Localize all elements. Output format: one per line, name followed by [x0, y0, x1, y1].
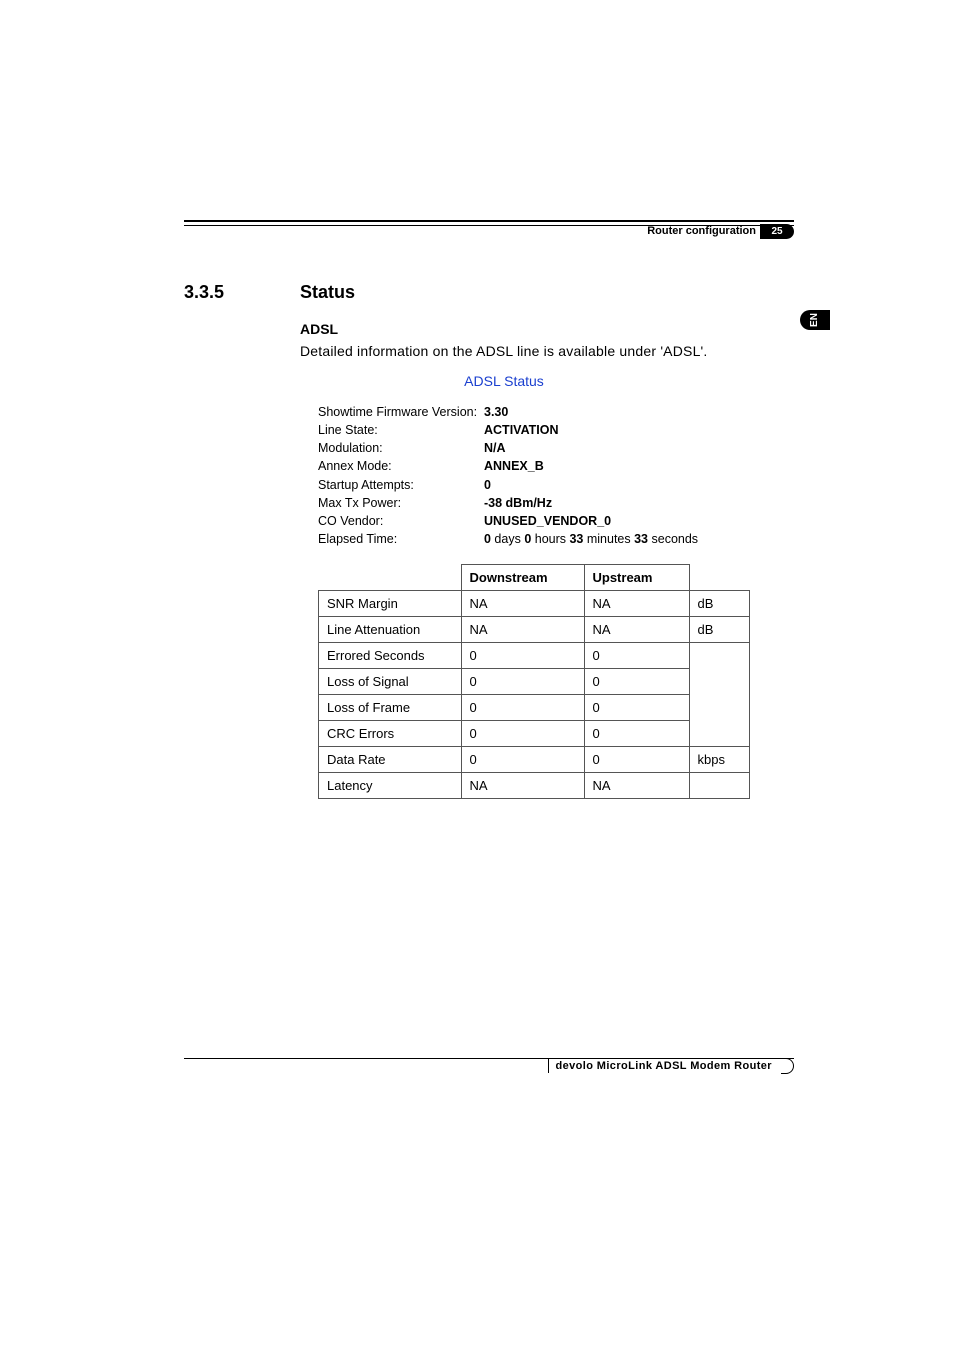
- table-row: Loss of Signal00: [319, 669, 750, 695]
- cell-unit: [689, 643, 750, 669]
- adsl-stats-table: DownstreamUpstreamSNR MarginNANAdBLine A…: [318, 564, 750, 799]
- cell-upstream: 0: [584, 643, 689, 669]
- kv-value: 3.30: [484, 403, 508, 421]
- table-row: SNR MarginNANAdB: [319, 591, 750, 617]
- adsl-status-figure: ADSL Status Showtime Firmware Version:3.…: [318, 373, 794, 799]
- footer-rule: devolo MicroLink ADSL Modem Router: [184, 1058, 794, 1059]
- table-row: Errored Seconds00: [319, 643, 750, 669]
- page-header: Router configuration 25: [184, 226, 794, 242]
- table-row: Data Rate00kbps: [319, 747, 750, 773]
- cell-downstream: NA: [461, 617, 584, 643]
- table-row: LatencyNANA: [319, 773, 750, 799]
- kv-value: ANNEX_B: [484, 457, 544, 475]
- kv-key: CO Vendor:: [318, 512, 484, 530]
- kv-key: Startup Attempts:: [318, 476, 484, 494]
- cell-downstream: 0: [461, 669, 584, 695]
- page-footer: devolo MicroLink ADSL Modem Router: [184, 1058, 794, 1059]
- table-row: CRC Errors00: [319, 721, 750, 747]
- cell-unit: [689, 773, 750, 799]
- kv-value: UNUSED_VENDOR_0: [484, 512, 611, 530]
- kv-row-elapsed: Elapsed Time:0 days 0 hours 33 minutes 3…: [318, 530, 794, 548]
- header-chapter-label: Router configuration: [647, 225, 756, 237]
- language-badge-text: EN: [805, 313, 825, 327]
- cell-upstream: 0: [584, 669, 689, 695]
- cell-downstream: 0: [461, 747, 584, 773]
- kv-key: Max Tx Power:: [318, 494, 484, 512]
- kv-row: Startup Attempts:0: [318, 476, 794, 494]
- kv-value: ACTIVATION: [484, 421, 559, 439]
- cell-unit: dB: [689, 591, 750, 617]
- section-body: ADSL Detailed information on the ADSL li…: [300, 321, 794, 799]
- cell-upstream: 0: [584, 747, 689, 773]
- kv-key: Annex Mode:: [318, 457, 484, 475]
- section-number: 3.3.5: [184, 282, 300, 303]
- adsl-subheading: ADSL: [300, 321, 794, 337]
- table-row: Loss of Frame00: [319, 695, 750, 721]
- kv-row: Modulation:N/A: [318, 439, 794, 457]
- row-label: Data Rate: [319, 747, 462, 773]
- table-header-cell: [689, 565, 750, 591]
- cell-unit: kbps: [689, 747, 750, 773]
- document-page: Router configuration 25 EN 3.3.5 Status …: [0, 0, 954, 1351]
- kv-key: Modulation:: [318, 439, 484, 457]
- table-row: Line AttenuationNANAdB: [319, 617, 750, 643]
- cell-downstream: NA: [461, 591, 584, 617]
- kv-key: Line State:: [318, 421, 484, 439]
- table-header-cell: Upstream: [584, 565, 689, 591]
- page-number-badge: 25: [760, 224, 794, 239]
- figure-title: ADSL Status: [318, 373, 690, 389]
- cell-downstream: 0: [461, 695, 584, 721]
- cell-downstream: NA: [461, 773, 584, 799]
- cell-upstream: 0: [584, 721, 689, 747]
- kv-row: Annex Mode:ANNEX_B: [318, 457, 794, 475]
- cell-upstream: NA: [584, 773, 689, 799]
- adsl-intro-text: Detailed information on the ADSL line is…: [300, 343, 794, 359]
- kv-key: Elapsed Time:: [318, 530, 484, 548]
- footer-cap-icon: [781, 1058, 794, 1074]
- language-badge: EN: [800, 310, 830, 330]
- kv-row: Line State:ACTIVATION: [318, 421, 794, 439]
- table-header-cell: Downstream: [461, 565, 584, 591]
- section-title: Status: [300, 282, 355, 303]
- row-label: CRC Errors: [319, 721, 462, 747]
- footer-product-label: devolo MicroLink ADSL Modem Router: [548, 1059, 778, 1073]
- kv-value: -38 dBm/Hz: [484, 494, 552, 512]
- kv-value: 0 days 0 hours 33 minutes 33 seconds: [484, 530, 698, 548]
- kv-row: Showtime Firmware Version:3.30: [318, 403, 794, 421]
- row-label: SNR Margin: [319, 591, 462, 617]
- row-label: Latency: [319, 773, 462, 799]
- kv-value: N/A: [484, 439, 506, 457]
- row-label: Loss of Frame: [319, 695, 462, 721]
- cell-unit: [689, 695, 750, 721]
- row-label: Loss of Signal: [319, 669, 462, 695]
- cell-upstream: NA: [584, 617, 689, 643]
- cell-downstream: 0: [461, 721, 584, 747]
- cell-upstream: NA: [584, 591, 689, 617]
- cell-unit: [689, 721, 750, 747]
- table-header-cell: [319, 565, 462, 591]
- kv-value: 0: [484, 476, 491, 494]
- kv-row: CO Vendor:UNUSED_VENDOR_0: [318, 512, 794, 530]
- table-header-row: DownstreamUpstream: [319, 565, 750, 591]
- cell-unit: [689, 669, 750, 695]
- kv-key: Showtime Firmware Version:: [318, 403, 484, 421]
- content-area: 3.3.5 Status ADSL Detailed information o…: [184, 282, 794, 799]
- row-label: Errored Seconds: [319, 643, 462, 669]
- section-heading-row: 3.3.5 Status: [184, 282, 794, 303]
- cell-upstream: 0: [584, 695, 689, 721]
- adsl-keyvalue-list: Showtime Firmware Version:3.30Line State…: [318, 403, 794, 548]
- cell-unit: dB: [689, 617, 750, 643]
- row-label: Line Attenuation: [319, 617, 462, 643]
- cell-downstream: 0: [461, 643, 584, 669]
- kv-row: Max Tx Power:-38 dBm/Hz: [318, 494, 794, 512]
